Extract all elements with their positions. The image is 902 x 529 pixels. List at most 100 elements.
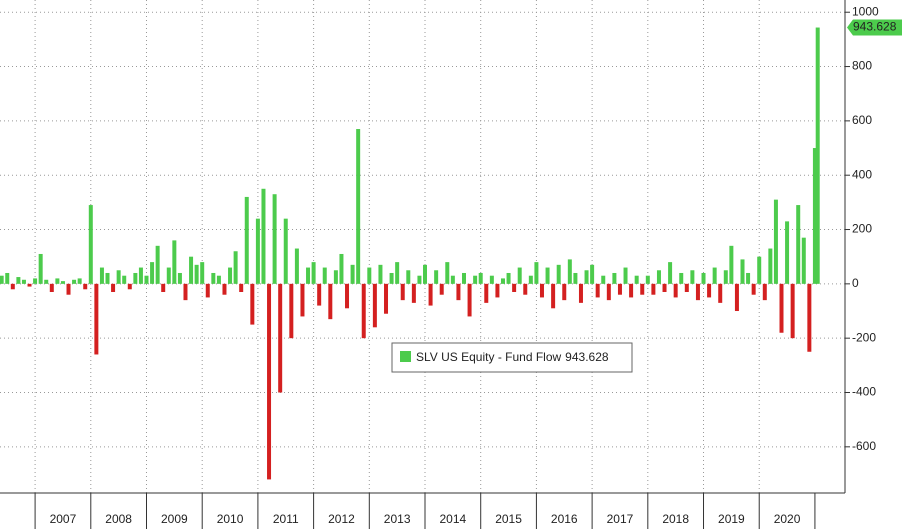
bar	[528, 275, 533, 284]
bar	[55, 278, 60, 284]
bar	[640, 283, 645, 295]
bar	[815, 27, 820, 284]
bar	[578, 283, 583, 303]
bar	[177, 272, 182, 284]
bar	[250, 283, 255, 325]
last-value-label: 943.628	[853, 20, 897, 34]
bar	[812, 148, 817, 284]
bar	[751, 283, 756, 295]
bar	[10, 283, 15, 290]
bar	[49, 283, 54, 292]
bar	[205, 283, 210, 298]
bar	[116, 270, 121, 284]
y-tick-label: 0	[852, 276, 859, 290]
bar	[222, 283, 227, 295]
bar	[83, 283, 88, 290]
bar	[606, 283, 611, 301]
bar	[662, 283, 667, 292]
x-tick-label: 2012	[328, 512, 355, 526]
bar	[166, 267, 171, 284]
bar	[450, 275, 455, 284]
bar	[629, 283, 634, 298]
bar	[807, 283, 812, 352]
bar	[707, 283, 712, 298]
bar	[400, 283, 405, 301]
bar	[656, 270, 661, 284]
bar	[612, 272, 617, 284]
x-tick-label: 2018	[662, 512, 689, 526]
bar	[88, 205, 93, 284]
bar	[350, 264, 355, 284]
bar	[189, 256, 194, 284]
bar	[255, 218, 260, 284]
bar	[573, 272, 578, 284]
bar	[445, 262, 450, 284]
legend: SLV US Equity - Fund Flow 943.628	[391, 342, 633, 373]
x-tick-label: 2011	[273, 512, 299, 526]
bar	[233, 251, 238, 284]
y-tick-label: 400	[852, 167, 872, 181]
bar	[372, 283, 377, 328]
bar	[617, 283, 622, 295]
bar	[584, 270, 589, 284]
y-tick-label: 600	[852, 113, 872, 127]
bar	[473, 275, 478, 284]
bar	[623, 267, 628, 284]
bar	[16, 277, 21, 284]
bar	[317, 283, 322, 306]
x-tick-label: 2014	[440, 512, 467, 526]
bar	[601, 275, 606, 284]
bar	[122, 275, 127, 284]
bar	[551, 283, 556, 309]
bar	[428, 283, 433, 306]
bar	[200, 262, 205, 284]
bar	[172, 240, 177, 284]
x-tick-label: 2016	[551, 512, 578, 526]
bar	[673, 283, 678, 298]
x-tick-label: 2015	[495, 512, 522, 526]
bar	[595, 283, 600, 298]
bar	[796, 205, 801, 284]
bar	[72, 279, 77, 284]
bar	[261, 188, 266, 284]
bar	[333, 270, 338, 284]
bar	[762, 283, 767, 301]
bar	[345, 283, 350, 309]
y-tick-label: 1000	[852, 4, 879, 18]
bar	[740, 259, 745, 284]
bar	[361, 283, 366, 339]
bar	[406, 270, 411, 284]
bar	[94, 283, 99, 355]
bar	[506, 272, 511, 284]
bar	[5, 272, 10, 284]
bar	[228, 267, 233, 284]
bar	[768, 248, 773, 284]
last-value-tag	[847, 19, 902, 36]
bar	[718, 283, 723, 303]
bar	[395, 262, 400, 284]
bar	[144, 275, 149, 284]
bar	[417, 275, 422, 284]
bar	[60, 281, 65, 284]
bar	[272, 194, 277, 284]
bar	[306, 267, 311, 284]
bar	[155, 245, 160, 284]
bar	[434, 270, 439, 284]
bar	[684, 283, 689, 292]
bar	[489, 275, 494, 284]
legend-last-value: 943.628	[565, 350, 609, 364]
bar	[21, 279, 26, 284]
bar	[328, 283, 333, 320]
legend-swatch	[400, 351, 411, 362]
x-tick-label: 2020	[774, 512, 801, 526]
x-tick-label: 2019	[718, 512, 745, 526]
bar	[695, 283, 700, 301]
bar	[712, 267, 717, 284]
bar	[289, 283, 294, 339]
bar	[461, 272, 466, 284]
bar	[785, 221, 790, 284]
y-tick-label: -200	[852, 330, 876, 344]
bar	[701, 272, 706, 284]
